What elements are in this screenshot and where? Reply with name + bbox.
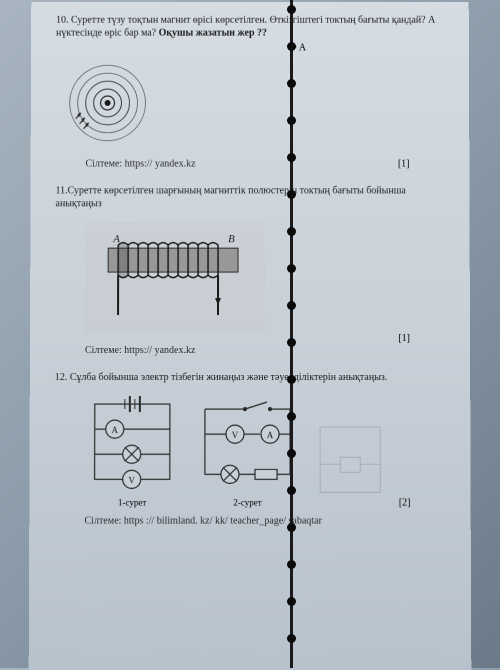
q10-reference: Сілтеме: https:// yandex.kz (85, 159, 444, 170)
circuit-2: V A 2-сурет (195, 394, 300, 507)
question-12: 12. Сұлба бойынша электр тізбегін жинаңы… (54, 371, 445, 527)
svg-text:A: A (112, 425, 119, 435)
circuit-1: A V 1-сурет (85, 394, 180, 507)
spiral-binding (290, 0, 293, 668)
q11-text: 11.Суретте көрсетілген шарғының магнитті… (55, 184, 444, 210)
q11-reference: Сілтеме: https:// yandex.kz (85, 345, 445, 356)
solenoid-diagram: A B (85, 222, 265, 333)
q12-score: [2] (399, 497, 411, 508)
solenoid-label-a: A (112, 233, 120, 245)
question-10: 10. Суретте түзу тоқтын магнит өрісі көр… (56, 14, 445, 170)
q11-score: [1] (398, 333, 410, 344)
q10-text: 10. Суретте түзу тоқтын магнит өрісі көр… (56, 14, 444, 40)
concentric-circles-diagram (66, 61, 445, 150)
q10-score: [1] (398, 159, 410, 170)
svg-text:A: A (267, 430, 274, 440)
q12-text: 12. Сұлба бойынша электр тізбегін жинаңы… (55, 371, 445, 384)
point-a-label: • A (155, 43, 444, 54)
circuits-row: A V 1-сурет (85, 394, 446, 507)
solenoid-label-b: B (228, 233, 235, 245)
svg-text:V: V (128, 475, 135, 485)
q12-reference: Сілтеме: https :// bilimland. kz/ kk/ te… (84, 516, 445, 527)
circuit-2-label: 2-сурет (195, 497, 300, 507)
circuit-1-label: 1-сурет (85, 497, 180, 507)
question-11: 11.Суретте көрсетілген шарғының магнитті… (55, 184, 445, 356)
circuit-3-faded (315, 417, 385, 507)
svg-text:V: V (232, 430, 239, 440)
q10-prompt: Оқушы жазатын жер ?? (159, 28, 267, 39)
